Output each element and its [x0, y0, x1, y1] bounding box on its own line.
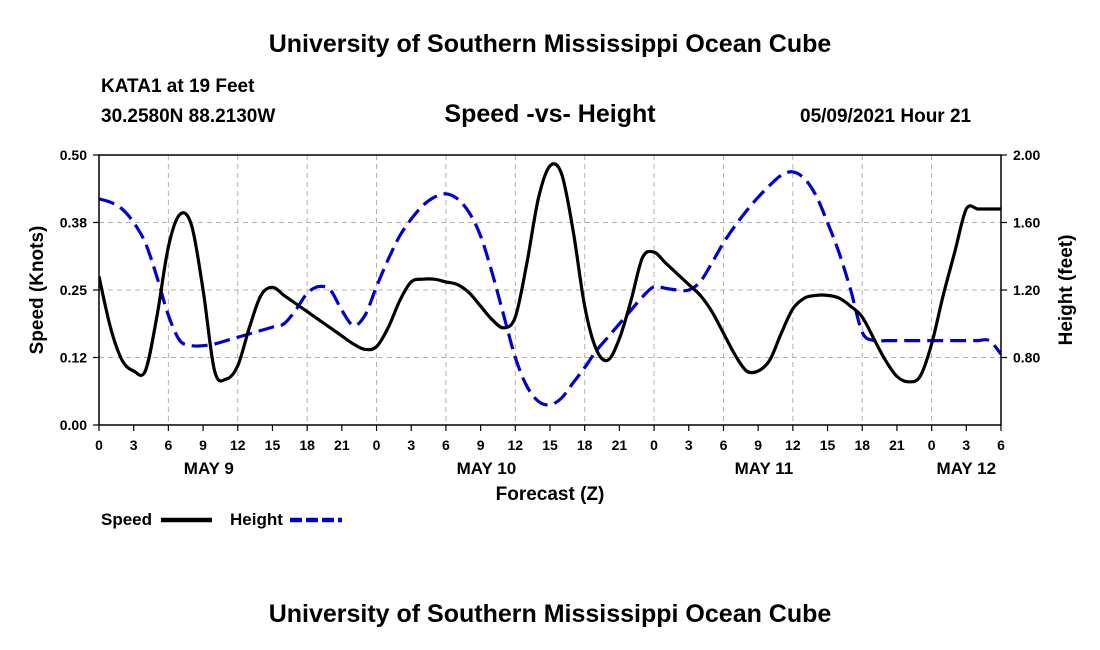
x-tick-label: 0: [95, 437, 103, 453]
x-tick-label: 6: [164, 437, 172, 453]
forecast-datetime: 05/09/2021 Hour 21: [800, 106, 972, 127]
y-tick-label: 0.00: [60, 417, 87, 433]
y-tick-label: 0.12: [60, 350, 87, 366]
x-tick-label: 9: [754, 437, 762, 453]
day-label: MAY 11: [735, 459, 794, 478]
chart-title: Speed -vs- Height: [444, 100, 656, 128]
grid-layer: [99, 155, 1001, 425]
x-tick-label: 15: [542, 437, 558, 453]
x-tick-label: 21: [612, 437, 628, 453]
y2-tick-label: 0.80: [1013, 350, 1040, 366]
axis-layer: 0.00 0.12 0.25 0.38 0.50 0.80 1.20 1.60 2.00 0 3 6 9…: [60, 147, 1041, 478]
x-tick-label: 3: [962, 437, 970, 453]
x-tick-label: 3: [685, 437, 693, 453]
x-tick-label: 21: [889, 437, 905, 453]
legend-speed-label: Speed: [101, 510, 152, 529]
y-tick-label: 0.50: [60, 147, 87, 163]
x-tick-label: 9: [199, 437, 207, 453]
series-layer: [99, 162, 1001, 407]
x-tick-label: 0: [650, 437, 658, 453]
y-tick-label: 0.38: [60, 215, 87, 231]
x-tick-label: 21: [334, 437, 350, 453]
x-tick-label: 12: [785, 437, 801, 453]
speed-series-line: [99, 162, 1001, 384]
coordinates-label: 30.2580N 88.2130W: [101, 106, 276, 127]
day-label: MAY 9: [184, 459, 234, 478]
y2-tick-label: 1.60: [1013, 215, 1040, 231]
x-tick-label: 15: [820, 437, 836, 453]
x-tick-label: 18: [577, 437, 593, 453]
footer-title: University of Southern Mississippi Ocean…: [268, 600, 832, 628]
station-label: KATA1 at 19 Feet: [101, 76, 255, 97]
height-series-line: [99, 170, 1001, 407]
y2-axis-label: Height (feet): [1056, 235, 1077, 346]
x-tick-label: 0: [928, 437, 936, 453]
y2-tick-label: 2.00: [1013, 147, 1040, 163]
y-axis-label: Speed (Knots): [27, 226, 48, 355]
x-tick-label: 15: [265, 437, 281, 453]
day-label: MAY 12: [937, 459, 997, 478]
x-tick-label: 6: [997, 437, 1005, 453]
x-tick-label: 3: [407, 437, 415, 453]
x-tick-label: 12: [508, 437, 524, 453]
day-label: MAY 10: [457, 459, 517, 478]
y-tick-label: 0.25: [60, 282, 87, 298]
x-tick-label: 9: [477, 437, 485, 453]
x-tick-label: 18: [854, 437, 870, 453]
legend: Speed Height: [101, 510, 342, 529]
legend-height-label: Height: [230, 510, 283, 529]
x-tick-label: 18: [299, 437, 315, 453]
x-axis-label: Forecast (Z): [496, 484, 605, 505]
x-tick-label: 6: [442, 437, 450, 453]
x-tick-label: 3: [130, 437, 138, 453]
x-tick-label: 0: [373, 437, 381, 453]
y2-tick-label: 1.20: [1013, 282, 1040, 298]
x-tick-label: 12: [230, 437, 246, 453]
x-tick-label: 6: [720, 437, 728, 453]
page-title: University of Southern Mississippi Ocean…: [268, 30, 832, 58]
